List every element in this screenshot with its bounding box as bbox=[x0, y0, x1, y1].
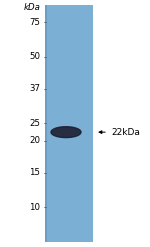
Text: 50: 50 bbox=[30, 52, 40, 61]
Text: 37: 37 bbox=[30, 84, 40, 93]
Text: 25: 25 bbox=[30, 119, 40, 128]
Text: 15: 15 bbox=[30, 168, 40, 177]
Polygon shape bbox=[51, 127, 81, 138]
Text: kDa: kDa bbox=[24, 3, 40, 12]
Bar bbox=[45, 5, 47, 242]
Text: 22kDa: 22kDa bbox=[112, 128, 141, 137]
Text: 10: 10 bbox=[30, 203, 40, 212]
Text: 20: 20 bbox=[30, 136, 40, 145]
Text: 75: 75 bbox=[30, 18, 40, 27]
FancyBboxPatch shape bbox=[45, 5, 93, 242]
